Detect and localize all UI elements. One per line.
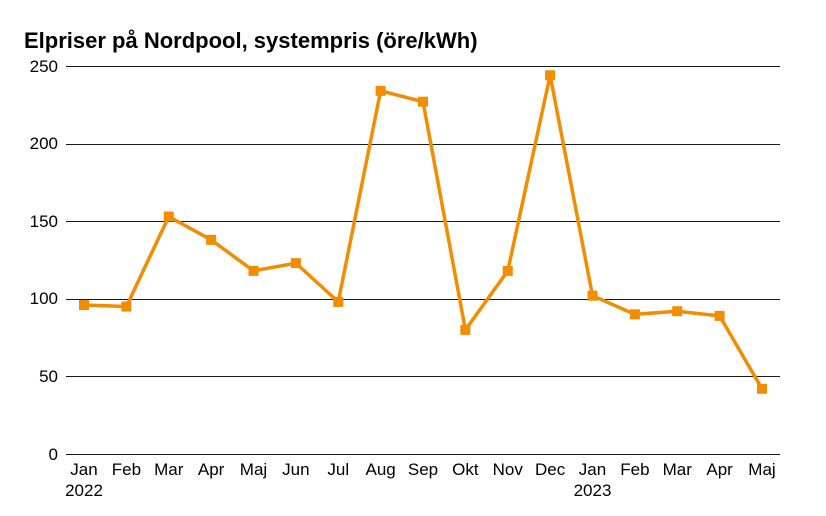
series-marker bbox=[206, 235, 216, 245]
series-marker bbox=[376, 86, 386, 96]
x-tick-label: Feb bbox=[112, 460, 141, 480]
x-tick-label: Jan bbox=[579, 460, 606, 480]
series-marker bbox=[333, 297, 343, 307]
x-tick-label: Jul bbox=[327, 460, 349, 480]
x-tick-label: Jun bbox=[282, 460, 309, 480]
gridline bbox=[66, 454, 780, 455]
y-tick-label: 0 bbox=[16, 445, 58, 465]
series-marker bbox=[503, 266, 513, 276]
x-tick-label: Jan bbox=[70, 460, 97, 480]
y-tick-label: 200 bbox=[16, 134, 58, 154]
x-tick-label: Nov bbox=[493, 460, 523, 480]
x-tick-label: Mar bbox=[154, 460, 183, 480]
x-tick-label: Sep bbox=[408, 460, 438, 480]
series-marker bbox=[249, 266, 259, 276]
series-marker bbox=[164, 212, 174, 222]
x-tick-label: Aug bbox=[366, 460, 396, 480]
y-tick-label: 50 bbox=[16, 367, 58, 387]
series-marker bbox=[460, 325, 470, 335]
x-tick-label: Apr bbox=[706, 460, 732, 480]
year-label: 2022 bbox=[65, 481, 103, 501]
plot-area bbox=[66, 66, 780, 454]
chart-title: Elpriser på Nordpool, systempris (öre/kW… bbox=[24, 28, 478, 54]
x-tick-label: Maj bbox=[240, 460, 267, 480]
series-marker bbox=[630, 309, 640, 319]
series-marker bbox=[757, 384, 767, 394]
year-label: 2023 bbox=[574, 481, 612, 501]
x-tick-label: Mar bbox=[663, 460, 692, 480]
series-line bbox=[84, 75, 762, 389]
series-marker bbox=[672, 306, 682, 316]
series-marker bbox=[418, 97, 428, 107]
series-marker bbox=[291, 258, 301, 268]
series bbox=[66, 66, 780, 454]
series-marker bbox=[715, 311, 725, 321]
x-tick-label: Maj bbox=[748, 460, 775, 480]
series-marker bbox=[121, 302, 131, 312]
chart-container: Elpriser på Nordpool, systempris (öre/kW… bbox=[0, 0, 826, 516]
y-tick-label: 100 bbox=[16, 289, 58, 309]
x-tick-label: Dec bbox=[535, 460, 565, 480]
series-marker bbox=[545, 70, 555, 80]
series-marker bbox=[79, 300, 89, 310]
y-tick-label: 250 bbox=[16, 57, 58, 77]
y-tick-label: 150 bbox=[16, 212, 58, 232]
series-marker bbox=[588, 291, 598, 301]
x-tick-label: Okt bbox=[452, 460, 478, 480]
x-tick-label: Feb bbox=[620, 460, 649, 480]
x-tick-label: Apr bbox=[198, 460, 224, 480]
